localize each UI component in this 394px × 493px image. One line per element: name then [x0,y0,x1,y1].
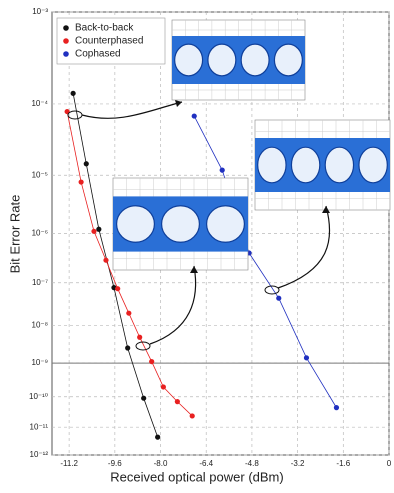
data-point [190,413,195,418]
chart: Received optical power (dBm) Bit Error R… [0,0,394,488]
eye-opening [117,206,155,242]
y-tick-label: 10⁻⁸ [32,321,49,330]
eye-opening [258,147,286,183]
data-point [175,399,180,404]
data-point [161,384,166,389]
eye-opening [274,44,302,76]
data-point [91,229,96,234]
y-tick-label: 10⁻⁵ [32,170,48,179]
eye-diagram-inset [172,20,305,100]
data-point [141,396,146,401]
y-tick-label: 10⁻¹² [30,450,49,459]
x-tick-label: -1.6 [336,459,350,468]
data-point [71,91,76,96]
eye-opening [207,206,245,242]
y-tick-label: 10⁻⁶ [32,229,48,238]
eye-opening [325,147,353,183]
eye-opening [208,44,236,76]
x-axis-label: Received optical power (dBm) [110,469,283,484]
y-tick-label: 10⁻⁷ [32,278,48,287]
data-point [79,179,84,184]
data-point [192,113,197,118]
x-tick-label: -6.4 [199,459,213,468]
data-point [103,258,108,263]
x-tick-label: -11.2 [60,459,78,468]
eye-opening [291,147,319,183]
y-tick-label: 10⁻³ [32,7,48,16]
data-point [155,435,160,440]
y-tick-label: 10⁻¹⁰ [29,392,48,401]
eye-opening [175,44,203,76]
data-point [304,355,309,360]
data-point [84,161,89,166]
x-tick-label: -4.8 [245,459,259,468]
legend-marker [63,25,69,31]
eye-opening [241,44,269,76]
legend-marker [63,38,69,44]
data-point [115,286,120,291]
eye-opening [162,206,200,242]
x-tick-label: 0 [387,459,392,468]
data-point [137,335,142,340]
eye-diagram-inset [113,178,248,270]
legend-marker [63,51,69,57]
data-point [125,345,130,350]
x-tick-label: -9.6 [108,459,122,468]
data-point [276,296,281,301]
x-tick-label: -3.2 [291,459,305,468]
data-point [126,311,131,316]
data-point [149,359,154,364]
y-axis-label: Bit Error Rate [7,195,22,274]
x-tick-label: -8.0 [154,459,168,468]
y-tick-label: 10⁻¹¹ [30,422,49,431]
eye-opening [359,147,387,183]
legend-label: Cophased [75,49,121,60]
data-point [220,168,225,173]
data-point [96,227,101,232]
legend-label: Back-to-back [75,23,134,34]
y-tick-label: 10⁻⁴ [31,99,48,108]
eye-diagram-inset [255,120,390,210]
data-point [334,405,339,410]
y-tick-label: 10⁻⁹ [31,358,48,367]
legend-label: Counterphased [75,36,143,47]
